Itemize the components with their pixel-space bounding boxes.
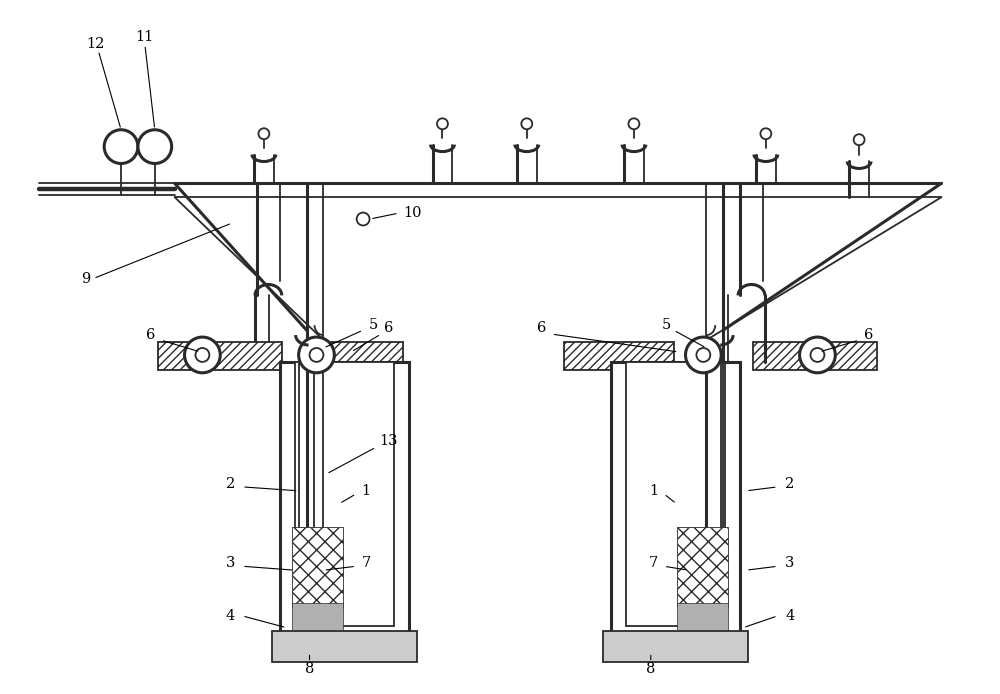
Circle shape — [696, 348, 710, 362]
Bar — [304, 342, 403, 370]
Text: 2: 2 — [226, 477, 235, 491]
Text: 7: 7 — [361, 557, 371, 570]
Text: 4: 4 — [226, 609, 235, 623]
Bar — [677, 603, 728, 629]
Circle shape — [104, 130, 138, 164]
Bar — [753, 342, 877, 370]
Text: 2: 2 — [785, 477, 794, 491]
Text: 3: 3 — [225, 557, 235, 570]
Text: 13: 13 — [380, 434, 398, 448]
Text: 6: 6 — [864, 328, 874, 342]
Bar — [626, 362, 725, 626]
Bar — [292, 527, 343, 608]
Circle shape — [310, 348, 323, 362]
Text: 6: 6 — [537, 321, 546, 335]
Circle shape — [800, 337, 835, 373]
Text: 7: 7 — [649, 557, 658, 570]
Circle shape — [686, 337, 721, 373]
Bar — [295, 362, 394, 626]
Bar — [158, 342, 282, 370]
Bar — [292, 603, 343, 629]
Text: 1: 1 — [649, 484, 658, 498]
Text: 11: 11 — [136, 31, 154, 44]
Circle shape — [195, 348, 209, 362]
Circle shape — [357, 212, 370, 226]
Circle shape — [185, 337, 220, 373]
Circle shape — [760, 128, 771, 139]
Circle shape — [521, 119, 532, 129]
Text: 8: 8 — [305, 662, 314, 677]
Text: 6: 6 — [146, 328, 156, 342]
Bar — [611, 362, 740, 636]
Circle shape — [138, 130, 172, 164]
Text: 6: 6 — [384, 321, 394, 335]
Circle shape — [258, 128, 269, 139]
Text: 10: 10 — [403, 206, 422, 220]
Circle shape — [437, 119, 448, 129]
Bar — [564, 342, 674, 370]
Circle shape — [628, 119, 639, 129]
Text: 4: 4 — [785, 609, 794, 623]
Text: 12: 12 — [86, 37, 104, 51]
Bar — [272, 631, 417, 663]
Circle shape — [854, 134, 865, 145]
Circle shape — [810, 348, 824, 362]
Circle shape — [299, 337, 334, 373]
Bar — [280, 362, 409, 636]
Text: 3: 3 — [785, 557, 794, 570]
Text: 5: 5 — [662, 318, 671, 332]
Text: 8: 8 — [646, 662, 655, 677]
Bar — [677, 527, 728, 608]
Text: 1: 1 — [362, 484, 371, 498]
Text: 5: 5 — [368, 318, 378, 332]
Bar — [603, 631, 748, 663]
Text: 9: 9 — [81, 271, 90, 285]
